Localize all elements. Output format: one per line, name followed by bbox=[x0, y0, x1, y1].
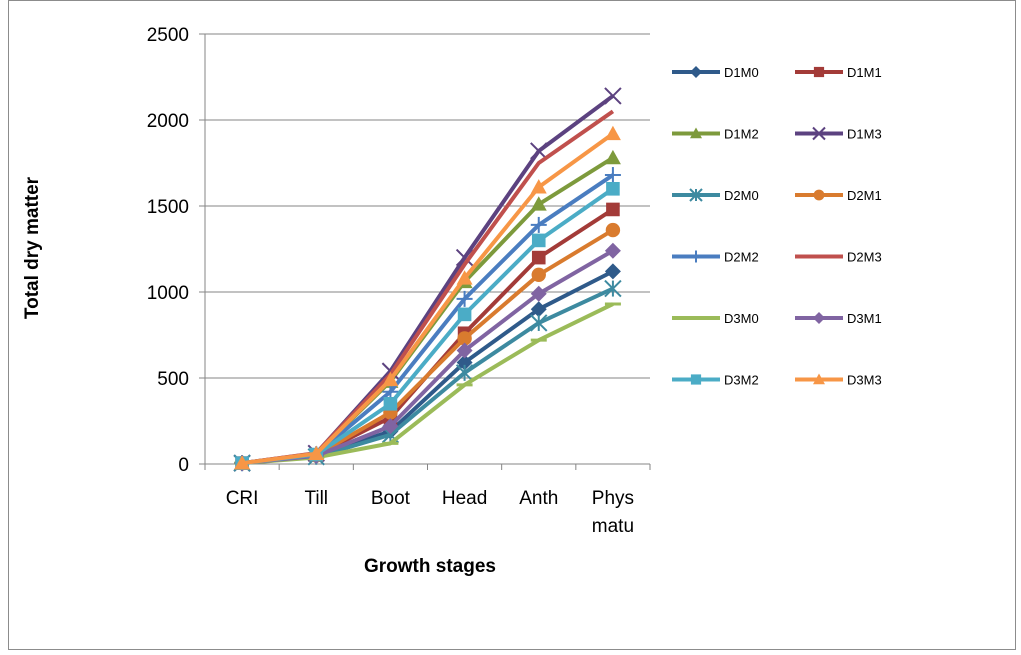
data-point bbox=[530, 314, 548, 332]
data-point bbox=[605, 222, 621, 238]
data-point bbox=[690, 127, 702, 139]
legend-item: D1M3 bbox=[795, 127, 882, 142]
data-point bbox=[457, 331, 472, 346]
data-point bbox=[689, 188, 703, 202]
data-point bbox=[813, 66, 825, 78]
legend-label: D1M2 bbox=[724, 127, 759, 142]
data-point bbox=[812, 126, 826, 141]
legend: D1M0 D1M1 D1M2 D1M3 D2M0 D2M1 D2M2 D2M3 D3M0 D3M1… bbox=[672, 65, 882, 388]
legend-item: D3M3 bbox=[795, 373, 882, 388]
data-point bbox=[606, 202, 620, 217]
data-point bbox=[234, 455, 251, 470]
legend-label: D1M3 bbox=[847, 127, 882, 142]
data-point bbox=[690, 250, 702, 263]
x-tick-label: Head bbox=[442, 488, 487, 509]
data-point bbox=[456, 290, 473, 307]
y-tick-label: 0 bbox=[178, 455, 189, 476]
y-tick-label: 2500 bbox=[147, 25, 189, 46]
data-point bbox=[604, 87, 622, 105]
legend-item: D2M3 bbox=[795, 250, 882, 265]
legend-label: D2M2 bbox=[724, 250, 759, 265]
legend-label: D3M3 bbox=[847, 373, 882, 388]
data-point bbox=[604, 149, 621, 165]
data-point bbox=[690, 374, 702, 385]
y-tick-label: 2000 bbox=[147, 111, 189, 132]
series-group bbox=[233, 87, 622, 472]
data-point bbox=[455, 248, 474, 267]
y-axis-title: Total dry matter bbox=[22, 176, 43, 319]
data-point bbox=[531, 233, 546, 248]
x-axis-title: Growth stages bbox=[364, 556, 496, 577]
data-point bbox=[813, 189, 825, 201]
data-point bbox=[456, 270, 473, 285]
x-tick-label: Phys bbox=[592, 488, 634, 509]
data-point bbox=[530, 196, 547, 211]
data-point bbox=[531, 267, 546, 282]
x-tick-label: Anth bbox=[519, 488, 558, 509]
legend-label: D3M2 bbox=[724, 373, 759, 388]
legend-label: D2M1 bbox=[847, 188, 882, 203]
legend-label: D2M0 bbox=[724, 188, 759, 203]
series-line bbox=[241, 132, 615, 466]
data-point bbox=[456, 342, 473, 359]
x-tick-label: Till bbox=[304, 488, 328, 509]
legend-item: D2M0 bbox=[672, 188, 759, 203]
data-point bbox=[604, 263, 621, 280]
data-point bbox=[604, 279, 622, 298]
legend-item: D2M2 bbox=[672, 250, 759, 265]
series-line bbox=[241, 109, 615, 466]
series-D2M3 bbox=[241, 109, 615, 466]
data-point bbox=[308, 445, 325, 461]
legend-item: D2M1 bbox=[795, 188, 882, 203]
data-point bbox=[530, 285, 547, 302]
legend-item: D3M1 bbox=[795, 311, 882, 326]
legend-item: D1M0 bbox=[672, 65, 759, 80]
data-point bbox=[813, 312, 825, 324]
data-point bbox=[530, 179, 547, 194]
chart-frame bbox=[8, 0, 1016, 650]
series-line bbox=[241, 269, 614, 466]
data-point bbox=[457, 307, 472, 322]
legend-label: D3M0 bbox=[724, 311, 759, 326]
y-tick-label: 1500 bbox=[147, 197, 189, 218]
data-point bbox=[813, 373, 825, 385]
data-point bbox=[530, 142, 548, 160]
series-line bbox=[241, 207, 615, 466]
data-point bbox=[604, 125, 621, 141]
data-point bbox=[455, 364, 474, 382]
data-point bbox=[383, 397, 398, 411]
data-point bbox=[531, 250, 546, 265]
x-tick-label: matu bbox=[592, 516, 634, 537]
legend-label: D3M1 bbox=[847, 311, 882, 326]
series-D1M1 bbox=[235, 202, 620, 470]
y-tick-label: 1000 bbox=[147, 283, 189, 304]
series-line bbox=[241, 156, 614, 466]
data-point bbox=[530, 301, 547, 318]
series-D3M3 bbox=[234, 125, 621, 470]
data-point bbox=[382, 418, 399, 435]
series-D1M0 bbox=[234, 263, 621, 472]
x-tick-label: CRI bbox=[226, 488, 259, 509]
legend-label: D1M1 bbox=[847, 65, 882, 80]
legend-item: D1M1 bbox=[795, 65, 882, 80]
legend-item: D3M2 bbox=[672, 373, 759, 388]
data-point bbox=[606, 182, 620, 196]
legend-item: D1M2 bbox=[672, 127, 759, 142]
y-tick-label: 500 bbox=[157, 369, 189, 390]
data-point bbox=[690, 66, 702, 78]
legend-label: D2M3 bbox=[847, 250, 882, 265]
data-point bbox=[604, 242, 621, 259]
data-point bbox=[530, 216, 547, 233]
data-point bbox=[382, 371, 399, 387]
legend-item: D3M0 bbox=[672, 311, 759, 326]
data-point bbox=[456, 354, 473, 371]
data-point bbox=[604, 167, 621, 184]
x-tick-label: Boot bbox=[371, 488, 411, 509]
axes: 0 500 1000 1500 2000 2500 CRI Till Boot Head Anth P… bbox=[147, 25, 651, 537]
legend-label: D1M0 bbox=[724, 65, 759, 80]
